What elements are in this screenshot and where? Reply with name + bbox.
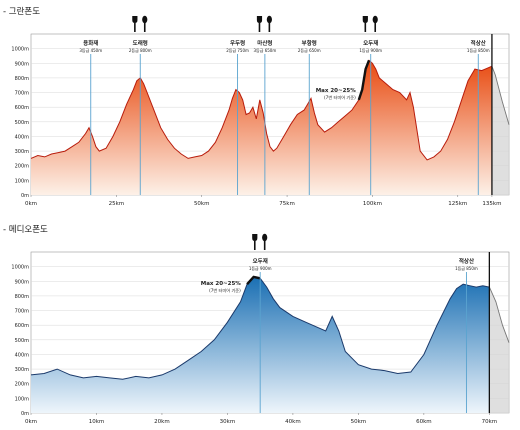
climb-name: 마산령	[257, 39, 272, 47]
steep-section	[246, 275, 261, 285]
elevation-area	[31, 60, 492, 195]
fork-handle-icon	[364, 23, 367, 32]
x-tick-label: 100km	[363, 201, 382, 207]
x-tick-label: 10km	[89, 419, 105, 425]
y-tick-label: 300m	[15, 149, 30, 155]
after-finish-area	[491, 66, 509, 195]
y-tick-label: 400m	[15, 134, 30, 140]
spoon-handle-icon	[143, 23, 146, 32]
y-tick-label: 600m	[15, 105, 30, 111]
y-tick-label: 500m	[15, 120, 30, 126]
y-tick-label: 400m	[15, 352, 30, 358]
spoon-icon	[262, 233, 268, 242]
after-finish-line	[488, 286, 510, 343]
spoon-icon	[142, 15, 148, 24]
granfondo-title: - 그란폰도	[3, 7, 41, 17]
climb-category: 2등급 650m	[298, 48, 321, 53]
climb-name: 적상산	[459, 257, 474, 265]
y-tick-label: 0m	[21, 411, 29, 417]
max-gradient-label: Max 20~25%	[201, 281, 242, 287]
fork-icon	[256, 16, 263, 23]
max-gradient-note: (7번 터미어 기준)	[209, 287, 241, 294]
x-tick-label: 70km	[482, 419, 498, 425]
x-tick-label: 40km	[285, 419, 301, 425]
climb-category: 2등급 800m	[129, 48, 152, 53]
y-tick-label: 0m	[21, 193, 29, 199]
x-tick-label: 0km	[25, 419, 37, 425]
x-tick-label: 60km	[416, 419, 432, 425]
after-finish-area	[489, 287, 509, 413]
fork-handle-icon	[134, 23, 136, 32]
spoon-handle-icon	[263, 241, 266, 250]
fork-handle-icon	[253, 241, 256, 250]
y-tick-label: 500m	[15, 338, 30, 344]
climb-name: 오두재	[253, 257, 268, 265]
climb-category: 3등급 450m	[79, 48, 102, 53]
fork-icon	[362, 16, 368, 23]
climb-name: 오두재	[363, 39, 378, 47]
y-tick-label: 200m	[15, 164, 30, 170]
fork-icon	[132, 16, 138, 23]
x-tick-label: 20km	[154, 419, 170, 425]
x-tick-label: 75km	[279, 201, 295, 207]
climb-category: 3등급 650m	[254, 48, 277, 53]
y-tick-label: 200m	[15, 382, 30, 388]
climb-category: 1등급 850m	[455, 266, 478, 271]
x-tick-label: 30km	[220, 419, 236, 425]
y-tick-label: 900m	[15, 279, 30, 285]
x-tick-label: 0km	[25, 201, 37, 207]
x-tick-label: 25km	[109, 201, 125, 207]
spoon-icon	[266, 15, 272, 24]
steep-section	[357, 59, 371, 101]
after-finish-line	[491, 66, 510, 125]
mediofondo-chart: 0m 100m 200m 300m 400m 500m 600m 700m 800m 900m 10…	[11, 233, 510, 425]
climb-category: 1등급 850m	[467, 48, 490, 53]
climb-category: 1등급 900m	[359, 48, 382, 53]
climb-category: 1등급 900m	[249, 266, 272, 271]
y-tick-label: 700m	[15, 309, 30, 315]
x-tick-label: 50km	[194, 201, 210, 207]
climb-name: 우두령	[230, 39, 245, 47]
climb-name: 용화재	[83, 39, 98, 47]
max-gradient-note: (7번 터미어 기준)	[324, 94, 356, 101]
mediofondo-title: - 메디오폰도	[3, 225, 48, 235]
x-tick-label: 135km	[482, 201, 501, 207]
y-tick-label: 600m	[15, 323, 30, 329]
max-gradient-label: Max 20~25%	[316, 88, 357, 94]
elevation-line	[30, 276, 490, 380]
y-tick-label: 100m	[15, 178, 30, 184]
y-tick-label: 700m	[15, 91, 30, 97]
climb-category: 2등급 750m	[226, 48, 249, 53]
x-tick-label: 50km	[351, 419, 367, 425]
y-tick-label: 300m	[15, 367, 30, 373]
spoon-handle-icon	[268, 23, 271, 32]
y-tick-label: 1000m	[11, 265, 29, 271]
climb-name: 도래령	[133, 39, 148, 47]
y-tick-label: 900m	[15, 61, 30, 67]
y-tick-label: 1000m	[11, 47, 29, 53]
elevation-line	[30, 59, 493, 161]
spoon-icon	[372, 15, 378, 24]
spoon-handle-icon	[374, 23, 377, 32]
y-tick-label: 800m	[15, 294, 30, 300]
fork-handle-icon	[258, 23, 261, 32]
granfondo-chart: 0m 100m 200m 300m 400m 500m 600m 700m 800m 900m 10…	[11, 15, 510, 207]
y-tick-label: 100m	[15, 396, 30, 402]
x-tick-label: 125km	[448, 201, 467, 207]
climb-name: 적상산	[471, 39, 486, 47]
y-tick-label: 800m	[15, 76, 30, 82]
fork-icon	[252, 234, 258, 241]
climb-name: 부항령	[302, 39, 317, 47]
